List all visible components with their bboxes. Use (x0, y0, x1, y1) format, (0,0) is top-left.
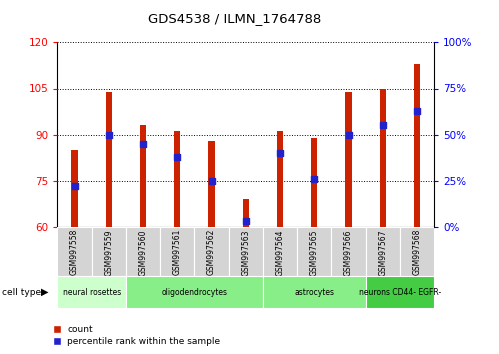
Point (242, 218, 250, 224)
Point (276, 150, 284, 156)
Point (208, 178, 216, 183)
Bar (57, 276, 126, 308)
Text: GSM997562: GSM997562 (207, 229, 216, 275)
Point (379, 122, 387, 128)
Bar (209, 141, 215, 227)
Point (413, 108, 421, 113)
Text: GSM997567: GSM997567 (378, 229, 387, 275)
Bar (92, 227, 126, 276)
Bar (263, 227, 297, 276)
Bar (140, 125, 146, 227)
Text: GSM997558: GSM997558 (70, 229, 79, 275)
Bar (229, 227, 263, 276)
Bar (380, 88, 386, 227)
Bar (366, 276, 434, 308)
Text: GSM997561: GSM997561 (173, 229, 182, 275)
Bar (57, 227, 92, 276)
Bar (414, 64, 420, 227)
Point (310, 176, 318, 182)
Bar (195, 227, 229, 276)
Bar (160, 227, 195, 276)
Point (70, 183, 78, 189)
Text: oligodendrocytes: oligodendrocytes (161, 287, 228, 297)
Text: GSM997560: GSM997560 (139, 229, 148, 275)
Bar (366, 227, 400, 276)
Text: neurons CD44- EGFR-: neurons CD44- EGFR- (359, 287, 441, 297)
Point (139, 141, 147, 147)
Text: GSM997565: GSM997565 (310, 229, 319, 275)
Bar (71, 150, 77, 227)
Bar (331, 227, 366, 276)
Text: GSM997564: GSM997564 (275, 229, 284, 275)
Text: GDS4538 / ILMN_1764788: GDS4538 / ILMN_1764788 (148, 12, 321, 25)
Point (105, 132, 113, 137)
Bar (277, 131, 283, 227)
Bar (243, 199, 249, 227)
Text: cell type: cell type (2, 287, 41, 297)
Text: GSM997559: GSM997559 (104, 229, 113, 275)
Text: ▶: ▶ (41, 287, 49, 297)
Bar (174, 131, 180, 227)
Bar (297, 227, 331, 276)
Bar (126, 276, 263, 308)
Text: astrocytes: astrocytes (294, 287, 334, 297)
Bar (311, 138, 317, 227)
Bar (106, 92, 112, 227)
Point (344, 132, 352, 137)
Text: GSM997563: GSM997563 (241, 229, 250, 275)
Bar (126, 227, 160, 276)
Bar (263, 276, 366, 308)
Point (173, 154, 181, 159)
Bar (345, 92, 352, 227)
Legend: count, percentile rank within the sample: count, percentile rank within the sample (49, 321, 224, 349)
Text: GSM997566: GSM997566 (344, 229, 353, 275)
Bar (400, 227, 434, 276)
Text: GSM997568: GSM997568 (413, 229, 422, 275)
Text: neural rosettes: neural rosettes (62, 287, 121, 297)
